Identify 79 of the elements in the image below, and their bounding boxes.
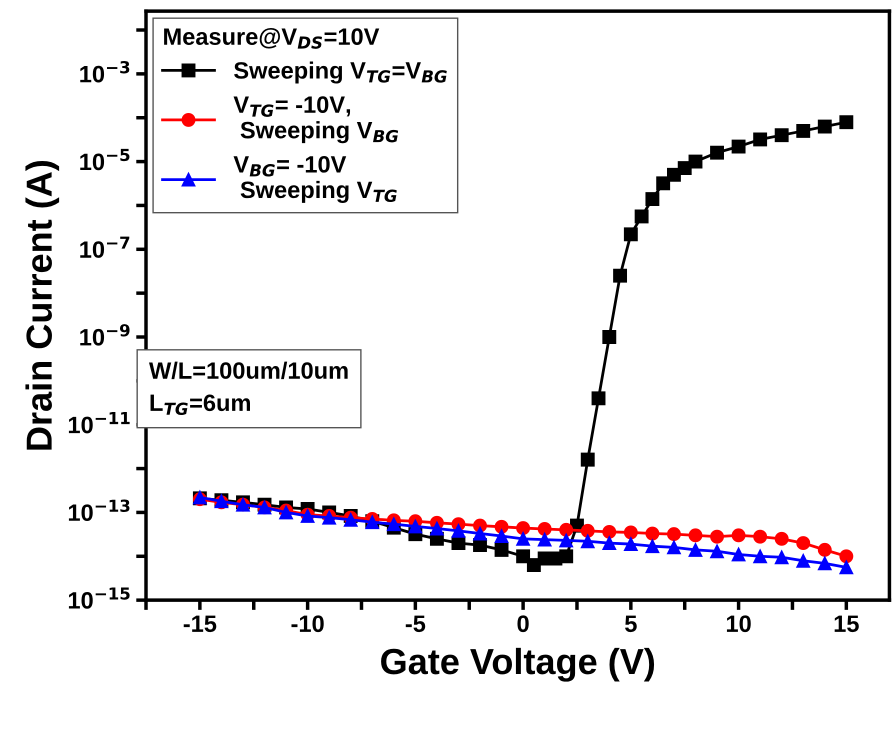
point: [732, 548, 746, 562]
point: [538, 532, 552, 547]
point: [494, 520, 508, 534]
legend-label: Sweeping V$_{TG}$=V$_{BG}$: [234, 61, 447, 84]
point: [774, 128, 789, 142]
x-tick-label: 5: [625, 616, 637, 632]
point: [818, 120, 832, 134]
point: [494, 542, 508, 557]
point: [516, 532, 530, 546]
y-tick-label: 10$^{−11}$: [68, 412, 130, 434]
x-tick-label: -15: [184, 616, 216, 632]
point: [839, 560, 854, 574]
y-axis-title: Drain Current (A): [25, 160, 60, 450]
point: [818, 556, 832, 570]
point: [710, 530, 724, 544]
point: [796, 536, 810, 550]
point: [688, 542, 702, 557]
x-tick-label: 10: [726, 615, 751, 632]
point: [839, 115, 854, 130]
point: [796, 124, 810, 138]
point: [602, 524, 616, 539]
point: [538, 522, 552, 536]
point: [796, 554, 810, 568]
point: [624, 227, 638, 242]
legend-title: Measure@V$_{DS}$=10V: [164, 28, 380, 49]
point: [645, 526, 660, 540]
legend-label: V$_{BG}$= -10V Sweeping V$_{TG}$: [234, 156, 397, 203]
point: [602, 536, 616, 550]
point: [753, 132, 768, 146]
point: [710, 146, 724, 160]
point: [580, 452, 595, 467]
point: [602, 330, 616, 344]
point: [645, 192, 660, 206]
point: [710, 544, 724, 558]
point: [408, 519, 422, 534]
point: [559, 549, 574, 564]
x-tick-label: -5: [406, 616, 426, 632]
point: [753, 530, 768, 544]
point: [473, 526, 487, 540]
point: [580, 524, 595, 538]
point: [688, 154, 702, 169]
y-tick-label: 10$^{−15}$: [68, 587, 130, 609]
point: [774, 550, 789, 564]
point: [667, 527, 681, 542]
point: [624, 525, 638, 540]
point: [559, 522, 574, 537]
y-tick-label: 10$^{−9}$: [80, 324, 130, 346]
point: [645, 539, 660, 554]
point: [624, 537, 638, 552]
point: [494, 529, 508, 543]
legend-label: V$_{TG}$= -10V, Sweeping V$_{BG}$: [234, 96, 398, 144]
point: [688, 528, 702, 542]
point: [580, 534, 595, 548]
point: [667, 540, 681, 554]
point: [516, 521, 530, 536]
point: [613, 268, 628, 283]
y-tick-label: 10$^{−13}$: [68, 500, 130, 522]
y-tick-label: 10$^{−5}$: [80, 148, 130, 170]
point: [634, 210, 649, 224]
point: [430, 522, 444, 536]
point: [732, 140, 746, 154]
point: [753, 549, 768, 564]
point: [386, 517, 401, 532]
point: [839, 549, 854, 564]
x-axis-title: Gate Voltage (V): [381, 648, 654, 682]
annotation: W/L=100um/10um L$_{TG}$=6um: [149, 362, 348, 416]
point: [592, 391, 606, 406]
point: [516, 549, 530, 564]
y-tick-label: 10$^{−7}$: [80, 236, 130, 258]
x-tick-label: -10: [291, 615, 324, 632]
y-tick-label: 10$^{−3}$: [80, 60, 130, 82]
point: [818, 542, 832, 557]
point: [452, 524, 466, 538]
point: [732, 528, 746, 542]
point: [774, 532, 789, 546]
x-tick-label: 0: [517, 615, 529, 632]
x-tick-label: 15: [834, 616, 859, 632]
point: [656, 176, 670, 190]
point: [559, 533, 574, 548]
